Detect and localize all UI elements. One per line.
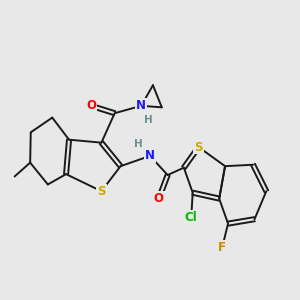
Text: O: O: [154, 192, 164, 205]
Text: H: H: [134, 139, 142, 148]
Text: N: N: [145, 149, 155, 162]
Text: S: S: [97, 185, 106, 198]
Text: O: O: [86, 99, 96, 112]
Text: N: N: [136, 99, 146, 112]
Text: S: S: [194, 141, 203, 154]
Text: H: H: [144, 115, 153, 125]
Text: F: F: [218, 241, 226, 254]
Text: Cl: Cl: [185, 211, 198, 224]
